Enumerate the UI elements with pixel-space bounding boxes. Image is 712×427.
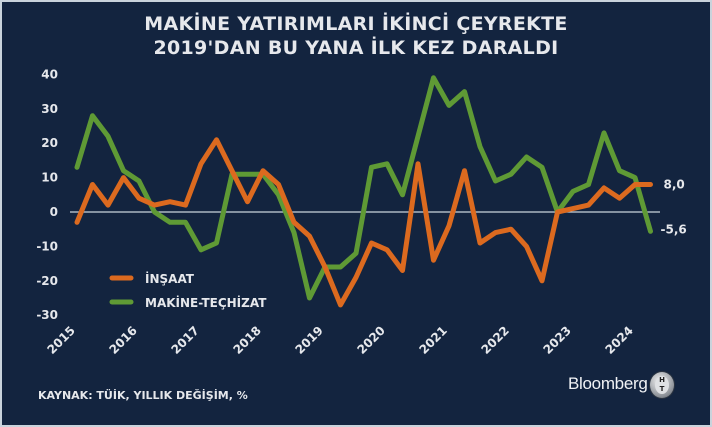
y-tick-label: -30	[36, 308, 58, 322]
y-tick-label: 40	[41, 67, 58, 81]
x-tick-label: 2019	[292, 323, 326, 357]
x-tick-label: 2024	[602, 323, 636, 357]
x-tick-label: 2023	[540, 323, 574, 357]
bloomberg-logo-text: Bloomberg	[568, 374, 648, 393]
y-tick-label: 0	[50, 205, 58, 219]
ht-logo-icon: H T	[650, 372, 674, 398]
x-tick-label: 2018	[230, 323, 264, 357]
source-note: KAYNAK: TÜİK, YILLIK DEĞİŞİM, %	[38, 389, 248, 402]
x-tick-label: 2020	[354, 323, 388, 357]
y-tick-label: 20	[41, 136, 58, 150]
chart-title-line2: 2019'DAN BU YANA İLK KEZ DARALDI	[153, 37, 559, 59]
legend-label-insaat: İNŞAAT	[145, 271, 195, 286]
x-tick-label: 2015	[44, 323, 78, 357]
makine-series-line	[74, 75, 653, 301]
logo-letter-top: H	[659, 376, 665, 384]
y-tick-label: 10	[41, 171, 58, 185]
x-tick-label: 2016	[106, 323, 140, 357]
logo-letter-bottom: T	[659, 385, 665, 393]
y-tick-label: -20	[36, 274, 58, 288]
y-tick-label: -10	[36, 239, 58, 253]
x-tick-label: 2017	[168, 323, 202, 357]
y-tick-label: 30	[41, 102, 58, 116]
chart-title-line1: MAKİNE YATIRIMLARI İKİNCİ ÇEYREKTE	[144, 13, 568, 35]
insaat-series-line	[74, 137, 653, 308]
x-tick-label: 2021	[416, 323, 450, 357]
legend-label-makine: MAKİNE-TEÇHİZAT	[145, 295, 267, 310]
insaat-end-label: 8,0	[664, 177, 685, 191]
makine-end-label: -5,6	[661, 222, 687, 236]
x-tick-label: 2022	[478, 323, 512, 357]
